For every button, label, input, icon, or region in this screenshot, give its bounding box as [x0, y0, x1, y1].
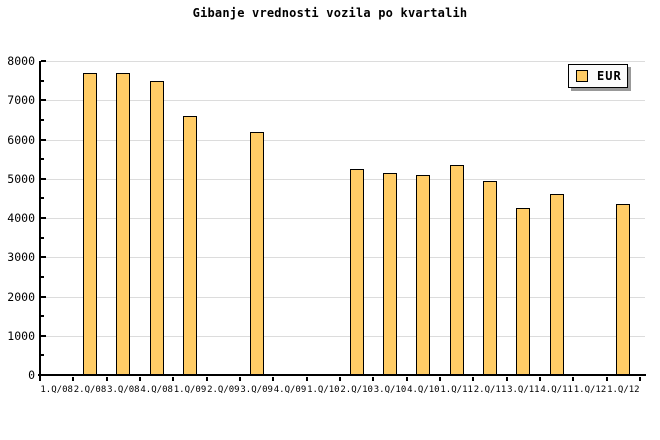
y-tick-500 — [41, 354, 44, 357]
bar-13-2.Q/11 — [483, 180, 497, 375]
bar-15-4.Q/11 — [549, 194, 564, 375]
x-axis-label-12: 1.Q/11 — [440, 385, 473, 395]
x-axis-label-9: 2.Q/10 — [340, 385, 373, 395]
y-tick-2000 — [41, 295, 46, 298]
gridline-2000 — [40, 296, 645, 298]
x-axis-label-1: 2.Q/08 — [73, 385, 107, 395]
legend-swatch-icon — [576, 70, 588, 82]
x-axis-label-11: 4.Q/10 — [407, 385, 440, 395]
x-axis-label-7: 4.Q/09 — [273, 385, 307, 395]
x-tick-17 — [605, 377, 608, 381]
x-tick-10 — [372, 377, 375, 381]
x-axis-label-10: 3.Q/10 — [373, 385, 407, 395]
x-tick-16 — [572, 377, 575, 381]
x-tick-9 — [339, 377, 341, 381]
x-tick-8 — [305, 377, 308, 381]
y-axis-line — [39, 61, 41, 377]
bar-3-4.Q/08 — [149, 80, 164, 375]
y-tick-7000 — [41, 99, 46, 102]
bar-10-3.Q/10 — [383, 172, 397, 375]
x-axis-label-3: 4.Q/08 — [140, 385, 173, 395]
x-axis-label-15: 4.Q/11 — [540, 385, 573, 395]
x-tick-12 — [439, 377, 441, 381]
x-axis-label-5: 2.Q/09 — [207, 385, 240, 395]
x-tick-3 — [139, 377, 141, 381]
chart-title: Gibanje vrednosti vozila po kvartalih — [192, 6, 468, 20]
legend: EUR — [568, 64, 628, 88]
x-axis-label-13: 2.Q/11 — [473, 385, 507, 395]
legend-label: EUR — [597, 69, 622, 83]
y-axis-label-0: 0 — [28, 368, 35, 382]
y-tick-4000 — [41, 217, 46, 219]
y-tick-6000 — [41, 138, 46, 141]
gridline-1000 — [40, 335, 645, 337]
gridline-3000 — [40, 257, 645, 259]
x-tick-1 — [72, 377, 75, 381]
y-tick-2500 — [41, 275, 44, 278]
y-axis-label-7000: 7000 — [7, 93, 35, 108]
bar-6-3.Q/09 — [249, 131, 264, 375]
x-axis-label-16: 1.Q/12 — [573, 385, 607, 395]
x-tick-6 — [239, 377, 241, 381]
y-tick-5500 — [41, 158, 44, 161]
y-axis-label-5000: 5000 — [7, 171, 35, 186]
gridline-8000 — [40, 61, 645, 62]
bar-1-2.Q/08 — [83, 72, 97, 375]
bar-9-2.Q/10 — [349, 168, 364, 375]
y-axis-label-4000: 4000 — [7, 211, 35, 225]
bar-4-1.Q/09 — [183, 115, 197, 375]
x-axis-label-14: 3.Q/11 — [507, 385, 540, 395]
x-axis-label-17: 1.Q/12 — [607, 385, 640, 395]
bar-14-3.Q/11 — [516, 208, 531, 375]
x-tick-13 — [472, 377, 475, 381]
y-tick-8000 — [41, 60, 46, 62]
bar-17-1.Q/12 — [616, 204, 631, 375]
y-axis-label-2000: 2000 — [7, 289, 35, 304]
x-tick-11 — [405, 377, 408, 381]
y-axis-label-3000: 3000 — [7, 250, 35, 265]
x-axis-line — [38, 374, 646, 376]
x-tick-4 — [172, 377, 175, 381]
x-tick-18 — [639, 377, 641, 381]
x-tick-5 — [205, 377, 208, 381]
y-tick-4500 — [41, 197, 44, 200]
bar-12-1.Q/11 — [449, 165, 464, 375]
x-tick-7 — [272, 377, 275, 381]
x-tick-15 — [539, 377, 541, 381]
x-tick-14 — [505, 377, 508, 381]
gridline-7000 — [40, 100, 645, 102]
bar-2-3.Q/08 — [116, 72, 131, 375]
y-axis-label-6000: 6000 — [7, 132, 35, 147]
x-axis-label-8: 1.Q/10 — [307, 385, 340, 395]
y-tick-3000 — [41, 256, 46, 259]
y-axis-label-8000: 8000 — [7, 54, 35, 68]
gridline-6000 — [40, 139, 645, 141]
y-tick-7500 — [41, 79, 44, 82]
x-axis-label-4: 1.Q/09 — [173, 385, 207, 395]
x-axis-label-6: 3.Q/09 — [240, 385, 273, 395]
gridline-4000 — [40, 218, 645, 219]
y-tick-5000 — [41, 177, 46, 180]
x-tick-2 — [105, 377, 108, 381]
x-axis-label-2: 3.Q/08 — [107, 385, 140, 395]
gridline-5000 — [40, 178, 645, 180]
y-tick-6500 — [41, 118, 44, 121]
y-tick-3500 — [41, 236, 44, 239]
y-tick-1000 — [41, 334, 46, 337]
x-axis-label-0: 1.Q/08 — [40, 385, 73, 395]
y-tick-1500 — [41, 315, 44, 318]
y-axis-label-1000: 1000 — [7, 328, 35, 343]
x-tick-0 — [39, 377, 41, 381]
bar-11-4.Q/10 — [416, 174, 431, 375]
